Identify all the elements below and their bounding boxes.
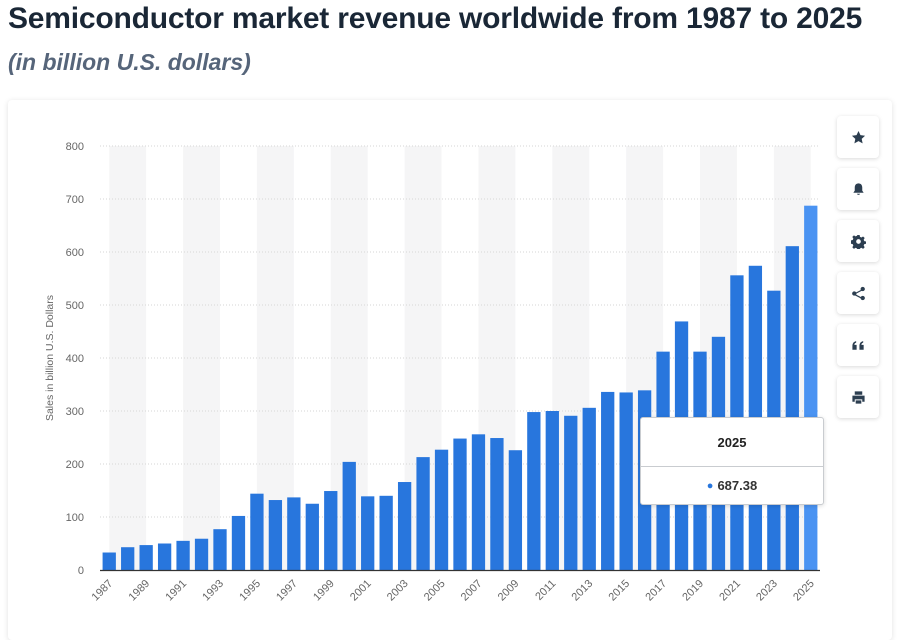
bar [564, 415, 578, 570]
data-tooltip: 2025 ● 687.38 [640, 417, 824, 505]
x-tick-label: 2011 [533, 578, 558, 603]
bar [213, 529, 227, 570]
x-tick-label: 1991 [163, 578, 189, 604]
bar [305, 503, 319, 570]
y-tick-label: 400 [66, 353, 84, 365]
x-tick-label: 2025 [791, 578, 817, 604]
print-button[interactable] [837, 376, 879, 418]
chart-toolbar [837, 116, 881, 428]
x-tick-label: 2009 [496, 578, 522, 604]
x-tick-label: 2007 [459, 578, 485, 604]
settings-button[interactable] [837, 220, 879, 262]
x-tick-label: 2019 [680, 578, 706, 604]
bar [250, 493, 264, 570]
bar [176, 540, 190, 570]
bar [619, 392, 633, 570]
bar [121, 547, 135, 570]
bar [582, 407, 596, 570]
y-tick-label: 600 [66, 247, 84, 259]
y-tick-label: 800 [66, 141, 84, 153]
x-tick-label: 2005 [422, 578, 448, 604]
bar [157, 543, 172, 570]
page-title: Semiconductor market revenue worldwide f… [8, 2, 863, 35]
bar [287, 497, 301, 570]
notification-button[interactable] [837, 168, 879, 210]
bar [527, 412, 541, 570]
y-tick-label: 300 [66, 406, 84, 418]
y-axis-ticks: 0 100 200 300 400 500 600 700 800 [66, 141, 84, 577]
bar [194, 538, 209, 570]
share-icon [851, 286, 865, 300]
bar [453, 438, 467, 570]
bar [139, 545, 153, 570]
y-tick-label: 200 [66, 459, 84, 471]
x-tick-label: 1995 [237, 578, 263, 604]
y-tick-label: 700 [66, 194, 84, 206]
bar [268, 500, 283, 570]
tooltip-value: 687.38 [717, 478, 758, 493]
tooltip-year: 2025 [641, 418, 823, 467]
bar [804, 205, 818, 570]
x-tick-label: 2003 [385, 578, 411, 604]
tooltip-value-row: ● 687.38 [641, 467, 823, 504]
bar [397, 482, 412, 570]
x-tick-label: 1989 [126, 578, 152, 604]
bar [231, 515, 246, 570]
bar [102, 552, 116, 570]
bar [342, 461, 356, 570]
x-tick-label: 2017 [643, 578, 669, 604]
x-tick-label: 1997 [274, 578, 300, 604]
x-tick-label: 2023 [754, 578, 780, 604]
favorite-button[interactable] [837, 116, 879, 158]
bar [324, 491, 338, 570]
bar [508, 450, 523, 570]
bell-icon [852, 182, 864, 195]
x-axis-ticks: 1987 1989 1991 1993 1995 1997 1999 2001 2003 2005… [90, 578, 817, 604]
gear-icon [850, 234, 866, 249]
y-tick-label: 500 [66, 300, 84, 312]
chart-card [8, 100, 892, 640]
bar [601, 391, 615, 570]
cite-button[interactable] [837, 324, 879, 366]
y-tick-label: 0 [78, 565, 84, 577]
quote-icon [851, 340, 864, 350]
star-icon [851, 130, 865, 143]
y-tick-label: 100 [66, 512, 84, 524]
x-tick-label: 1993 [200, 578, 226, 604]
x-tick-label: 2015 [606, 578, 632, 604]
series-dot-icon: ● [706, 479, 714, 492]
y-axis-label: Sales in billion U.S. Dollars [44, 295, 56, 421]
bar [785, 246, 799, 571]
bar [379, 495, 393, 570]
page-subtitle: (in billion U.S. dollars) [8, 49, 251, 75]
print-icon [851, 390, 865, 404]
x-tick-label: 1999 [311, 578, 337, 604]
x-tick-label: 2001 [348, 578, 374, 604]
x-tick-label: 1987 [90, 578, 116, 604]
bar [416, 457, 430, 570]
bar [361, 496, 375, 570]
x-tick-label: 2013 [570, 578, 596, 604]
bar [490, 438, 504, 570]
chart-band [183, 146, 220, 570]
share-button[interactable] [837, 272, 879, 314]
bar [545, 411, 559, 570]
bar [471, 434, 486, 570]
bar [434, 449, 449, 570]
x-tick-label: 2021 [717, 578, 743, 604]
